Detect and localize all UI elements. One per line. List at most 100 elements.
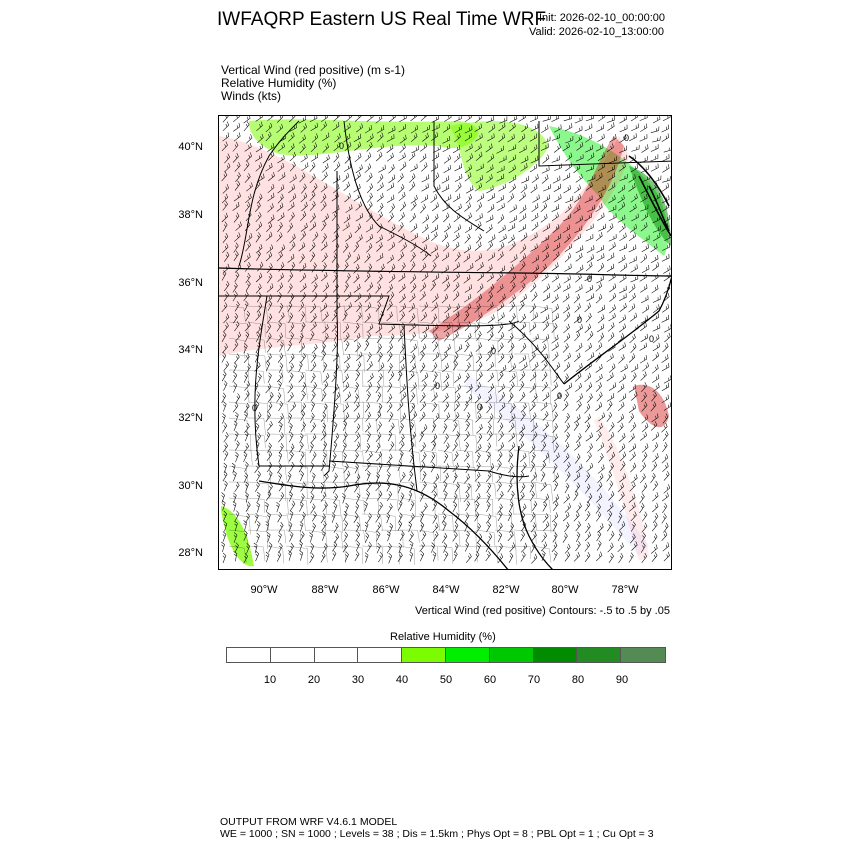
wind-barb (608, 213, 617, 221)
county-line (532, 305, 554, 327)
wind-barb (640, 322, 647, 332)
wind-barb (421, 302, 429, 312)
county-line (418, 401, 440, 420)
wind-barb (255, 550, 260, 562)
wind-barb (465, 530, 470, 542)
county-line (361, 385, 383, 403)
wind-barb (310, 313, 317, 323)
wind-barb (309, 200, 316, 211)
wind-barb (661, 182, 670, 192)
wind-barb (540, 143, 549, 151)
wind-barb (298, 242, 306, 252)
wind-barb (422, 234, 430, 244)
wind-barb (310, 492, 315, 504)
wind-barb (563, 333, 571, 343)
wind-barb (387, 212, 394, 223)
wind-barb (353, 133, 362, 142)
wind-barb (399, 471, 406, 482)
lat-label-36n: 36°N (178, 277, 203, 289)
wind-barb (364, 501, 368, 512)
wind-barb (498, 422, 504, 433)
wind-barb (299, 501, 304, 512)
county-line (399, 433, 417, 448)
wind-barb (540, 263, 547, 274)
wind-barb (585, 116, 594, 122)
wind-barb (519, 391, 526, 402)
wind-barb (288, 451, 294, 462)
wind-barb (321, 422, 327, 434)
wind-barb (552, 472, 560, 483)
wind-barb (221, 331, 227, 342)
wind-barb (532, 264, 540, 274)
wind-barb (299, 230, 307, 241)
county-line (532, 321, 555, 339)
wind-barb (630, 163, 639, 173)
wind-barb (311, 472, 316, 483)
wind-barb (584, 472, 591, 483)
wind-barb (542, 501, 548, 512)
wind-barb (342, 382, 350, 392)
wind-barb (520, 183, 528, 194)
wind-barb (563, 116, 573, 122)
wind-barb (277, 184, 285, 194)
wind-barb (299, 143, 306, 154)
wind-barb (531, 203, 539, 213)
county-line (437, 401, 456, 418)
wind-barb (366, 351, 372, 363)
wind-barb (540, 461, 547, 472)
wind-barb (618, 201, 626, 211)
wind-barb (564, 522, 570, 533)
wind-barb (519, 213, 527, 222)
wind-barb (607, 172, 616, 181)
wind-barb (507, 392, 514, 403)
wind-barb (377, 373, 383, 384)
wind-barb (343, 123, 351, 132)
wind-barb (255, 401, 260, 412)
wind-barb (652, 323, 661, 332)
wind-barb (518, 133, 526, 143)
wind-barb (562, 532, 568, 543)
wind-barb (408, 513, 415, 524)
wind-barb (520, 362, 528, 371)
wind-barb (454, 133, 461, 143)
wind-barb (265, 551, 270, 563)
wind-barb (299, 272, 307, 283)
county-line (361, 337, 380, 355)
wind-barb (661, 354, 669, 363)
wind-barb (301, 183, 307, 194)
wind-barb (332, 351, 340, 362)
wind-barb (287, 340, 293, 352)
wind-barb (366, 512, 372, 523)
wind-barb (563, 442, 570, 453)
contour-zero-label: 0 (649, 334, 654, 344)
wind-barb (619, 451, 627, 462)
wind-barb (586, 462, 594, 472)
wind-barb (442, 203, 450, 212)
wind-barb (630, 343, 637, 353)
wind-barb (278, 452, 283, 463)
wind-barb (619, 134, 627, 143)
wind-barb (486, 241, 494, 251)
wind-barb (432, 172, 440, 182)
wind-barb (432, 213, 439, 224)
wind-barb (356, 302, 362, 312)
county-line (399, 305, 419, 324)
wind-barb (584, 541, 591, 552)
wind-barb (299, 253, 305, 264)
wind-barb (463, 311, 470, 322)
county-line (456, 353, 474, 372)
wind-barb (584, 302, 591, 313)
wind-barb (265, 251, 273, 262)
wind-barb (366, 381, 373, 392)
wind-barb (444, 304, 451, 314)
wind-barb (597, 304, 606, 313)
wind-barb (662, 116, 671, 121)
wind-barb (628, 244, 637, 253)
wind-barb (595, 364, 603, 373)
wind-barb (309, 462, 315, 473)
wind-barb (408, 491, 413, 502)
wind-barb (608, 480, 614, 491)
wind-barb (564, 252, 572, 263)
wind-barb (410, 382, 417, 392)
wind-barb (441, 184, 450, 193)
